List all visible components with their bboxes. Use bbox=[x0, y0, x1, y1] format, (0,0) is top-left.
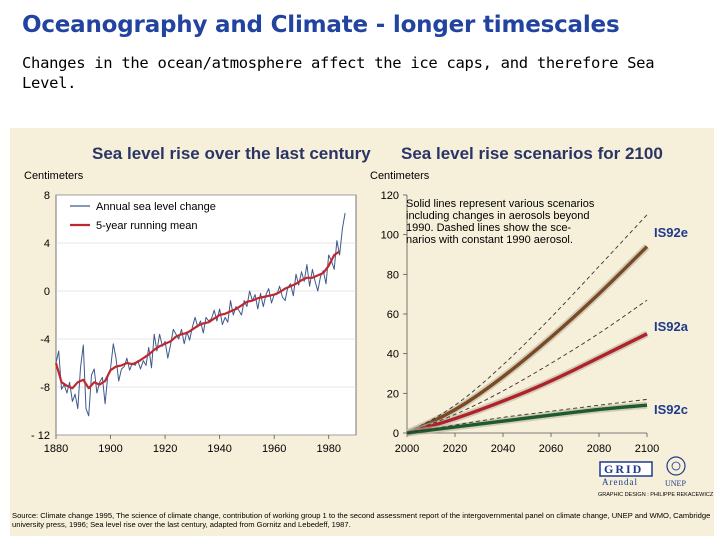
right-xtick-label: 2040 bbox=[491, 443, 515, 455]
is92c-solid-line bbox=[406, 403, 648, 435]
svg-text:GRID: GRID bbox=[604, 462, 643, 476]
left-xtick-label: 1900 bbox=[98, 443, 122, 455]
right-ytick-label: 120 bbox=[381, 190, 399, 202]
left-chart-title: Sea level rise over the last century bbox=[92, 144, 371, 163]
source-line-1: Source: Climate change 1995, The science… bbox=[12, 511, 710, 520]
left-xtick-label: 1920 bbox=[153, 443, 177, 455]
is92c-dashed-line bbox=[406, 398, 648, 434]
source-line-2: university press, 1996; Sea level rise o… bbox=[12, 520, 351, 529]
right-xtick-label: 2060 bbox=[539, 443, 563, 455]
right-xtick-label: 2020 bbox=[443, 443, 467, 455]
right-ytick-label: 100 bbox=[381, 230, 399, 242]
annotation-line-1: Solid lines represent various scenarios bbox=[406, 198, 595, 210]
left-grid bbox=[56, 194, 356, 436]
right-xtick-label: 2100 bbox=[635, 443, 659, 455]
is92a-solid-line bbox=[406, 332, 648, 435]
left-series bbox=[54, 212, 346, 417]
is92a-dashed-line bbox=[406, 299, 648, 434]
right-ylabel: Centimeters bbox=[370, 170, 430, 182]
left-xtick-label: 1980 bbox=[316, 443, 340, 455]
left-ytick-label: -4 bbox=[40, 334, 50, 346]
left-xtick-label: 1940 bbox=[207, 443, 231, 455]
right-ytick-label: 60 bbox=[387, 309, 399, 321]
left-xtick-label: 1960 bbox=[262, 443, 286, 455]
is92e-solid-line bbox=[406, 245, 649, 435]
is92e-dashed-line bbox=[406, 214, 648, 434]
running-mean-line bbox=[54, 250, 341, 390]
grid-arendal-logo: GRID Arendal bbox=[599, 461, 653, 487]
right-ytick-label: 20 bbox=[387, 388, 399, 400]
left-legend: Annual sea level change 5-year running m… bbox=[70, 201, 216, 232]
unep-logo: UNEP bbox=[665, 456, 686, 488]
annotation-line-3: 1990. Dashed lines show the sce- bbox=[406, 222, 571, 234]
slide-subtitle: Changes in the ocean/atmosphere affect t… bbox=[22, 54, 655, 92]
scenario-label-is92a: IS92a bbox=[654, 319, 689, 334]
right-annotation: Solid lines represent various scenarios … bbox=[406, 198, 595, 246]
left-ytick-label: -8 bbox=[40, 382, 50, 394]
slide-title: Oceanography and Climate - longer timesc… bbox=[22, 12, 620, 38]
right-series bbox=[405, 214, 650, 437]
svg-text:Arendal: Arendal bbox=[602, 477, 638, 487]
left-ytick-label: 4 bbox=[44, 238, 50, 250]
legend-mean-label: 5-year running mean bbox=[96, 220, 198, 232]
annotation-line-2: including changes in aerosols beyond bbox=[406, 210, 589, 222]
design-credit: GRAPHIC DESIGN : PHILIPPE REKACEWICZ bbox=[598, 492, 714, 498]
right-xtick-label: 2000 bbox=[395, 443, 419, 455]
left-ytick-label: - 12 bbox=[31, 430, 50, 442]
left-ytick-label: 0 bbox=[44, 286, 50, 298]
annotation-line-4: narios with constant 1990 aerosol. bbox=[406, 234, 573, 246]
left-xtick-label: 1880 bbox=[44, 443, 68, 455]
right-ytick-label: 80 bbox=[387, 269, 399, 281]
right-ytick-label: 40 bbox=[387, 349, 399, 361]
annual-sea-level-line bbox=[55, 212, 346, 417]
left-ylabel: Centimeters bbox=[24, 170, 84, 182]
right-chart-title: Sea level rise scenarios for 2100 bbox=[401, 144, 663, 163]
scenario-label-is92e: IS92e bbox=[654, 225, 688, 240]
svg-text:UNEP: UNEP bbox=[665, 479, 686, 488]
scenario-label-is92c: IS92c bbox=[654, 402, 688, 417]
legend-annual-label: Annual sea level change bbox=[96, 201, 216, 213]
left-ytick-label: 8 bbox=[44, 190, 50, 202]
right-xtick-label: 2080 bbox=[587, 443, 611, 455]
sea-level-figure: 8 4 0 -4 -8- 12 1880 1900 1920 1940 1960 1980 Sea … bbox=[10, 128, 714, 536]
right-ytick-label: 0 bbox=[393, 428, 399, 440]
